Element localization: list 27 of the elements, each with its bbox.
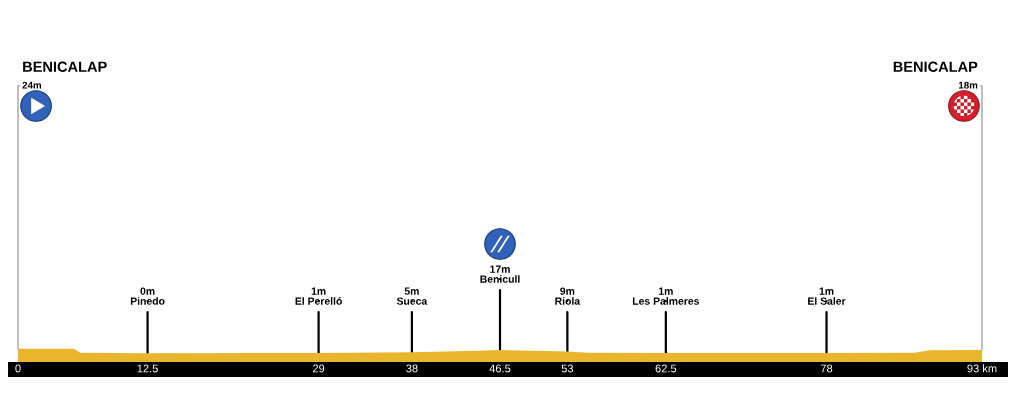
text: El Saler <box>808 297 846 305</box>
x-tick-label: 93 km <box>967 364 997 373</box>
text: Benicull <box>480 275 520 283</box>
x-tick-label: 0 <box>15 364 21 373</box>
data-label: 18m <box>958 81 978 89</box>
data-label: 5m <box>404 287 419 295</box>
text: Les Palmeres <box>632 297 700 305</box>
data-label: 24m <box>22 81 42 89</box>
data-label: 1m <box>658 287 673 295</box>
data-label: 1m <box>311 287 326 295</box>
x-tick-label: 29 <box>312 364 325 373</box>
x-tick-label: 46.5 <box>489 364 511 373</box>
data-label: 1m <box>819 287 834 295</box>
data-label: 9m <box>560 287 575 295</box>
x-tick-label: 38 <box>406 364 418 373</box>
x-tick-label: 53 <box>561 364 574 373</box>
text: BENICALAP <box>893 61 978 72</box>
text: Pinedo <box>130 297 165 305</box>
text: El Perelló <box>295 297 342 305</box>
x-tick-label: 78 <box>820 364 833 373</box>
text: BENICALAP <box>23 61 107 72</box>
text: Sueca <box>396 297 428 305</box>
x-tick-label: 62.5 <box>655 364 677 373</box>
data-label: 17m <box>490 265 510 273</box>
text: Riola <box>555 297 581 305</box>
x-tick-label: 12.5 <box>137 364 158 373</box>
data-label: 0m <box>140 287 155 295</box>
